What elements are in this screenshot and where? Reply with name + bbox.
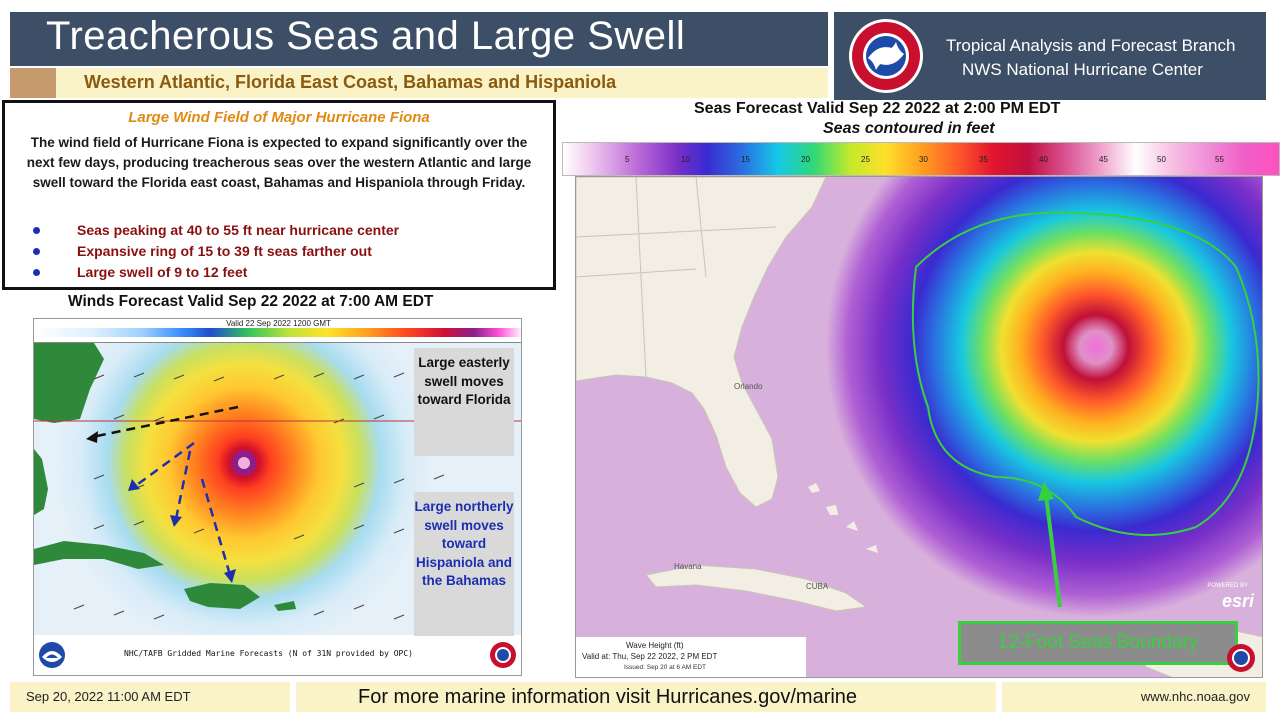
scale-tick: 25	[861, 155, 870, 164]
page-title: Treacherous Seas and Large Swell	[46, 14, 686, 58]
boundary-label: 12-Foot Seas Boundary	[958, 621, 1238, 665]
callout-easterly-swell: Large easterly swell moves toward Florid…	[414, 348, 514, 456]
seas-title: Seas Forecast Valid Sep 22 2022 at 2:00 …	[694, 100, 1061, 117]
legend-title: Wave Height (ft)	[626, 641, 684, 650]
footer-marine-link[interactable]: For more marine information visit Hurric…	[296, 682, 996, 712]
place-label-havana: Havana	[674, 562, 702, 571]
info-heading: Large Wind Field of Major Hurricane Fion…	[128, 109, 430, 126]
scale-tick: 15	[741, 155, 750, 164]
nws-logo-icon	[849, 19, 923, 93]
scale-tick: 10	[681, 155, 690, 164]
esri-logo: esri	[1221, 591, 1254, 611]
subtitle-accent	[10, 68, 56, 98]
info-box: Large Wind Field of Major Hurricane Fion…	[2, 100, 556, 290]
nws-logo-icon	[1227, 644, 1255, 672]
seas-map-graphic: CUBA Orlando Havana	[576, 177, 1262, 677]
winds-color-scale: Valid 22 Sep 2022 1200 GMT	[34, 319, 521, 343]
winds-title: Winds Forecast Valid Sep 22 2022 at 7:00…	[68, 293, 434, 310]
page-subtitle: Western Atlantic, Florida East Coast, Ba…	[84, 72, 617, 92]
scale-tick: 55	[1215, 155, 1224, 164]
title-banner: Treacherous Seas and Large Swell	[10, 12, 828, 66]
winds-scale-bar	[34, 328, 521, 337]
bullet-list: Seas peaking at 40 to 55 ft near hurrica…	[33, 220, 399, 283]
winds-caption: NHC/TAFB Gridded Marine Forecasts (N of …	[124, 649, 413, 658]
scale-tick: 35	[979, 155, 988, 164]
branch-name: Tropical Analysis and Forecast Branch	[946, 36, 1236, 55]
place-label-cuba: CUBA	[806, 582, 829, 591]
footer-url-link[interactable]: www.nhc.noaa.gov	[1002, 682, 1266, 712]
legend-valid-time: Valid at: Thu, Sep 22 2022, 2 PM EDT	[582, 652, 718, 661]
center-name: NWS National Hurricane Center	[962, 60, 1203, 79]
legend-issued-time: Issued: Sep 20 at 6 AM EDT	[624, 664, 707, 671]
seas-subtitle: Seas contoured in feet	[823, 120, 995, 137]
bullet-icon	[33, 227, 40, 234]
branch-banner: Tropical Analysis and Forecast Branch NW…	[834, 12, 1266, 100]
winds-valid-label: Valid 22 Sep 2022 1200 GMT	[226, 319, 331, 328]
winds-footer: NHC/TAFB Gridded Marine Forecasts (N of …	[34, 635, 521, 675]
noaa-logo-icon	[39, 642, 65, 668]
seas-map: CUBA Orlando Havana POWERED BY esri 12-F…	[575, 176, 1263, 678]
scale-tick: 30	[919, 155, 928, 164]
list-item: Expansive ring of 15 to 39 ft seas farth…	[33, 241, 399, 262]
callout-northerly-swell: Large northerly swell moves toward Hispa…	[414, 492, 514, 636]
scale-tick: 50	[1157, 155, 1166, 164]
place-label-orlando: Orlando	[734, 382, 763, 391]
list-item: Seas peaking at 40 to 55 ft near hurrica…	[33, 220, 399, 241]
scale-tick: 20	[801, 155, 810, 164]
scale-tick: 40	[1039, 155, 1048, 164]
bullet-icon	[33, 248, 40, 255]
subtitle-banner: Western Atlantic, Florida East Coast, Ba…	[10, 68, 828, 98]
nws-logo-icon	[490, 642, 516, 668]
info-body: The wind field of Hurricane Fiona is exp…	[26, 135, 532, 190]
scale-tick: 45	[1099, 155, 1108, 164]
scale-tick: 5	[625, 155, 630, 164]
seas-color-scale: 5 10 15 20 25 30 35 40 45 50 55	[562, 142, 1280, 176]
bullet-icon	[33, 269, 40, 276]
list-item: Large swell of 9 to 12 feet	[33, 262, 399, 283]
esri-powered-label: POWERED BY	[1207, 583, 1248, 589]
seas-legend: Wave Height (ft) Valid at: Thu, Sep 22 2…	[576, 637, 806, 677]
footer-date: Sep 20, 2022 11:00 AM EDT	[10, 682, 290, 712]
